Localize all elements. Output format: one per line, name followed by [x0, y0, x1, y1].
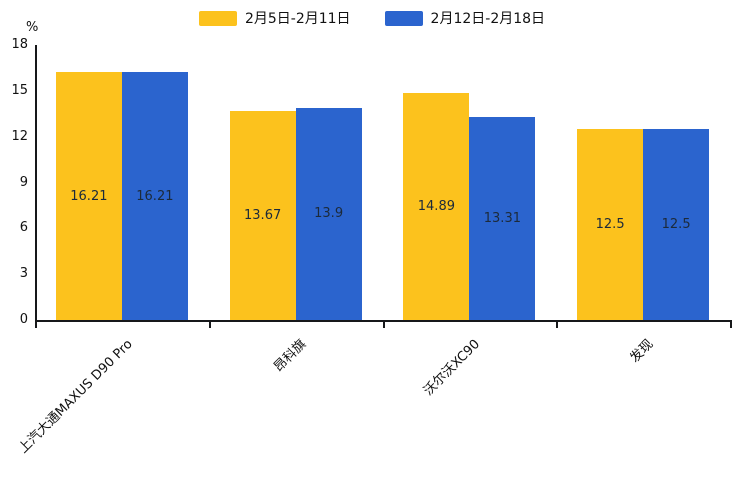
x-axis-category-label: 上汽大通MAXUS D90 Pro: [15, 336, 136, 457]
x-axis-category-label: 沃尔沃XC90: [420, 336, 483, 399]
y-axis-tick-label: 6: [19, 220, 28, 236]
bar-value-label: 12.5: [595, 217, 625, 232]
bar-value-label: 13.67: [244, 208, 282, 224]
x-axis-tick-icon: [382, 322, 385, 328]
x-axis-tick-icon: [556, 322, 559, 328]
legend-swatch-blue-icon: [384, 10, 423, 26]
bar[interactable]: 12.5: [577, 129, 644, 320]
x-axis-tick-icon: [35, 322, 37, 328]
y-axis-tick-label: 15: [11, 82, 28, 98]
bar-value-label: 16.21: [136, 188, 174, 204]
x-axis-tick-icon: [730, 322, 732, 328]
bar-value-label: 12.5: [661, 217, 691, 232]
y-axis-tick-label: 18: [11, 37, 28, 52]
y-axis-unit-label: %: [26, 20, 39, 35]
x-axis-category-label: 发现: [627, 336, 657, 366]
y-axis-tick-label: 3: [19, 266, 28, 282]
bar[interactable]: 13.67: [229, 111, 296, 320]
legend-label-week1: 2月5日-2月11日: [244, 11, 351, 27]
y-axis-tick-label: 0: [19, 312, 28, 327]
bar-value-label: 16.21: [70, 188, 108, 204]
legend-label-week2: 2月12日-2月18日: [430, 11, 546, 27]
x-axis-category-label: 昂科旗: [270, 336, 310, 376]
legend-item-week2[interactable]: 2月12日-2月18日: [384, 8, 546, 28]
x-axis-tick-icon: [208, 322, 211, 328]
y-axis-tick-label: 9: [19, 174, 28, 190]
legend: 2月5日-2月11日 2月12日-2月18日: [0, 8, 744, 28]
y-axis-tick-label: 12: [11, 128, 28, 144]
plot-area: [35, 45, 732, 322]
bar[interactable]: 14.89: [403, 92, 470, 320]
bar[interactable]: 13.9: [295, 107, 362, 320]
legend-swatch-yellow-icon: [198, 10, 237, 26]
bar[interactable]: 16.21: [121, 72, 188, 320]
bar[interactable]: 16.21: [55, 72, 122, 320]
bar-value-label: 13.31: [483, 210, 521, 226]
bar-value-label: 14.89: [417, 198, 455, 214]
bar-value-label: 13.9: [314, 206, 344, 222]
bar[interactable]: 13.31: [469, 116, 536, 320]
bar[interactable]: 12.5: [643, 129, 710, 320]
legend-item-week1[interactable]: 2月5日-2月11日: [198, 8, 351, 28]
